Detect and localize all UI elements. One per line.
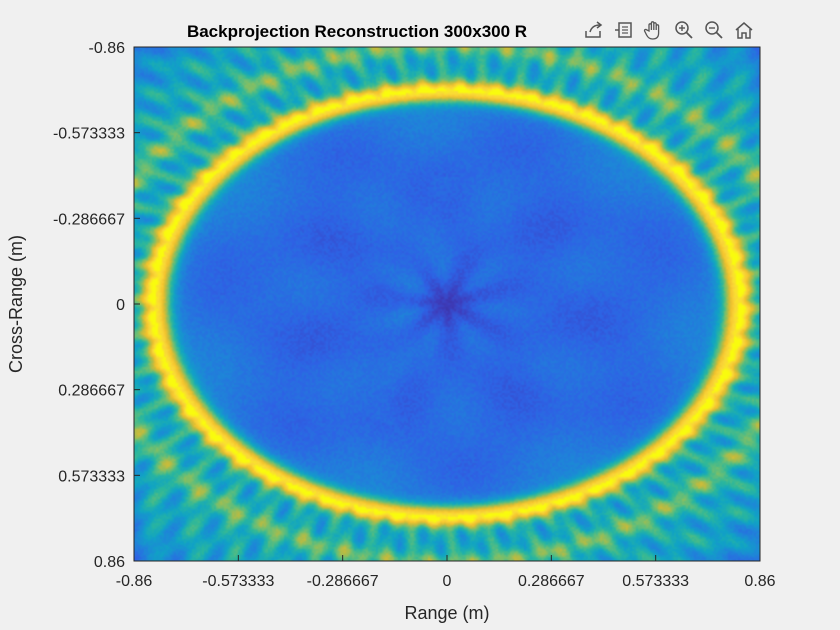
y-tick-label: -0.86 bbox=[89, 40, 126, 57]
x-tick-label: 0.286667 bbox=[518, 573, 585, 590]
zoom-out-button[interactable] bbox=[700, 15, 728, 45]
y-tick-label: -0.573333 bbox=[53, 126, 125, 143]
zoom-out-icon bbox=[705, 21, 723, 39]
y-tick-label: 0.86 bbox=[94, 554, 125, 571]
x-tick-label: -0.86 bbox=[116, 573, 153, 590]
home-button[interactable] bbox=[730, 15, 758, 45]
y-axis-label: Cross-Range (m) bbox=[6, 235, 26, 373]
x-tick-label: -0.286667 bbox=[307, 573, 379, 590]
brush-button[interactable] bbox=[610, 15, 638, 45]
pan-button[interactable] bbox=[640, 15, 668, 45]
x-axis-label: Range (m) bbox=[404, 603, 489, 623]
x-tick-label: -0.573333 bbox=[202, 573, 274, 590]
x-tick-label: 0.573333 bbox=[622, 573, 689, 590]
y-axis: -0.86 -0.573333 -0.286667 0 0.286667 0.573333… bbox=[53, 40, 140, 571]
x-tick-label: 0.86 bbox=[744, 573, 775, 590]
export-button[interactable] bbox=[580, 15, 608, 45]
y-tick-label: 0.573333 bbox=[58, 468, 125, 485]
home-icon bbox=[735, 22, 753, 39]
y-tick-label: -0.286667 bbox=[53, 211, 125, 228]
plot-area[interactable] bbox=[133, 46, 761, 562]
heatmap-image bbox=[134, 47, 760, 561]
brush-icon bbox=[615, 22, 632, 38]
zoom-in-icon bbox=[675, 21, 693, 39]
chart-title: Backprojection Reconstruction 300x300 R bbox=[187, 22, 527, 41]
zoom-in-button[interactable] bbox=[670, 15, 698, 45]
axes-toolbar bbox=[580, 14, 760, 46]
export-icon bbox=[585, 21, 603, 38]
y-tick-label: 0 bbox=[116, 297, 125, 314]
y-tick-label: 0.286667 bbox=[58, 383, 125, 400]
x-axis: -0.86 -0.573333 -0.286667 0 0.286667 0.573333… bbox=[116, 555, 776, 590]
x-tick-label: 0 bbox=[443, 573, 452, 590]
pan-hand-icon bbox=[643, 21, 660, 40]
